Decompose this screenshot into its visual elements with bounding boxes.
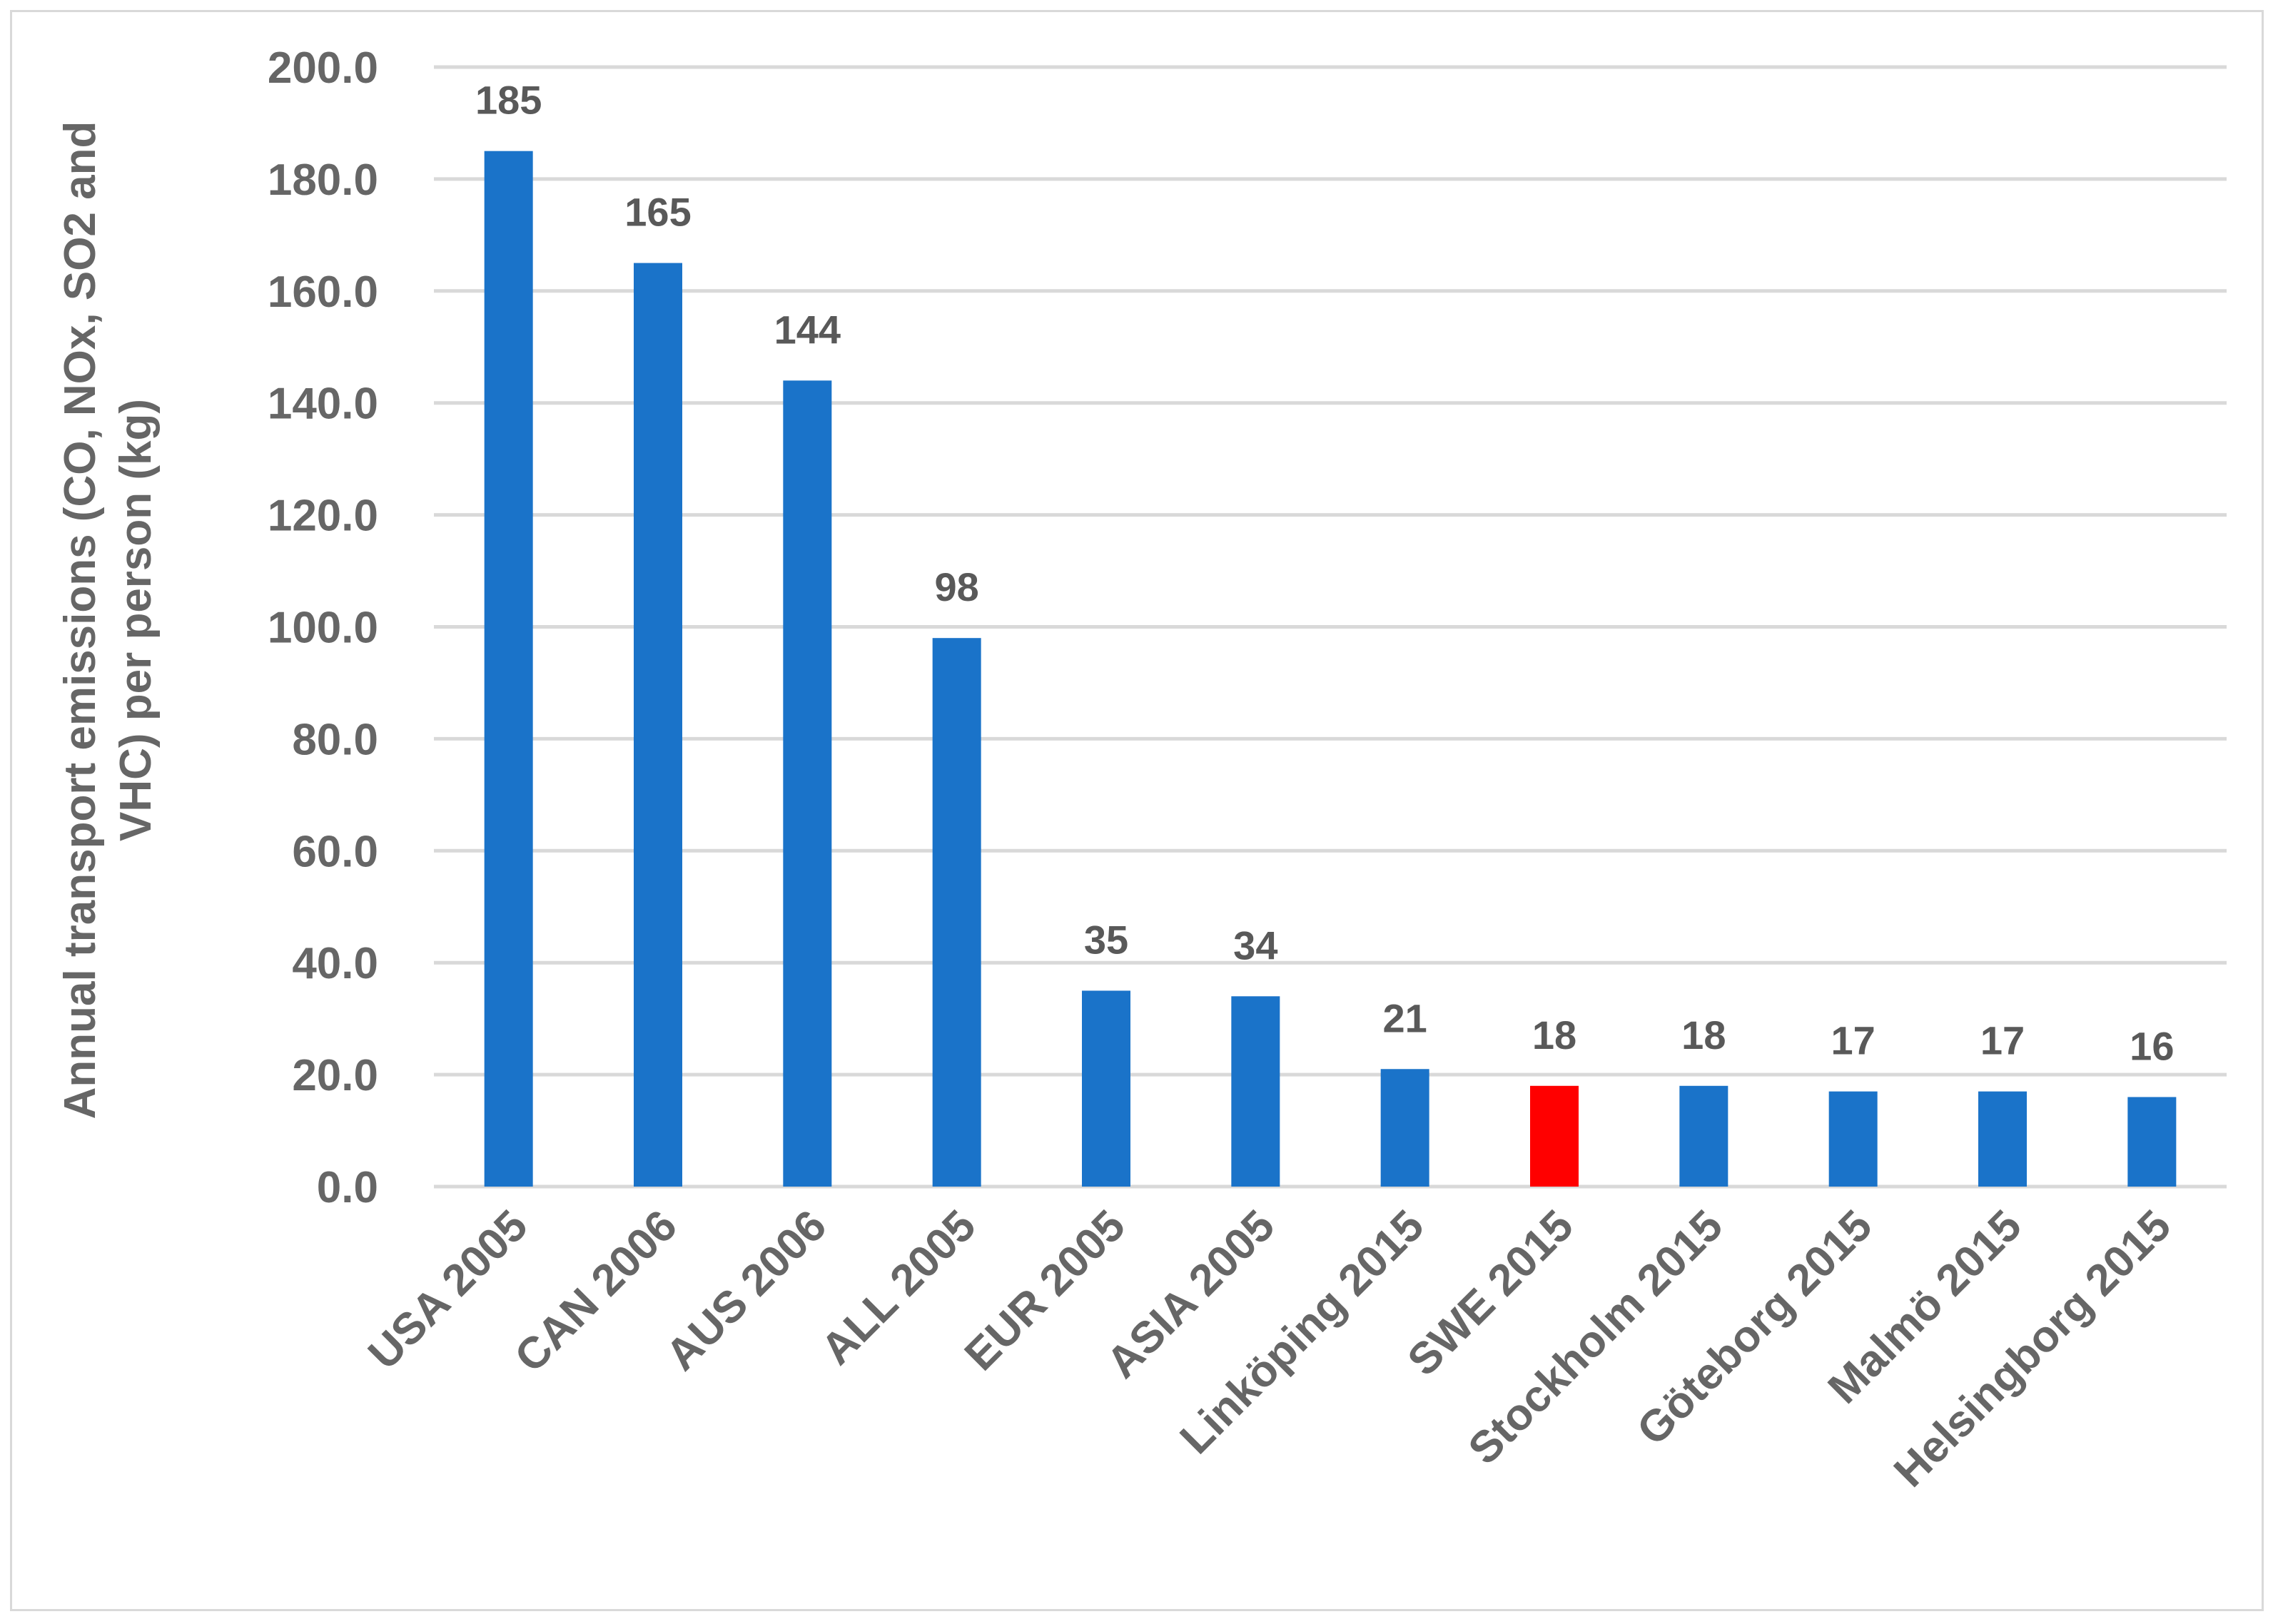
bar: [1231, 996, 1280, 1187]
y-tick-label: 40.0: [292, 939, 378, 988]
bar: [1380, 1069, 1429, 1187]
y-tick-label: 0.0: [317, 1163, 378, 1212]
data-label: 18: [1532, 1013, 1576, 1057]
y-tick-label: 80.0: [292, 715, 378, 764]
x-tick-label: Helsingborg 2015: [1885, 1201, 2180, 1496]
x-tick-label: CAN 2006: [505, 1201, 686, 1381]
data-label: 185: [475, 78, 542, 123]
y-tick-label: 140.0: [268, 380, 378, 429]
bar: [634, 263, 682, 1187]
y-tick-label: 120.0: [268, 492, 378, 541]
data-label: 17: [1831, 1018, 1875, 1063]
x-tick-label: Stockholm 2015: [1459, 1201, 1733, 1474]
bar: [1679, 1085, 1728, 1187]
y-axis-ticks: 0.0 20.0 40.0 60.0 80.0 100.0 120.0 140.0 160.0 1…: [268, 44, 378, 1212]
data-label: 21: [1383, 995, 1427, 1040]
bar: [1082, 990, 1130, 1187]
data-label: 17: [1980, 1018, 2025, 1063]
bar: [2127, 1097, 2177, 1187]
y-tick-label: 100.0: [268, 604, 378, 653]
data-label: 16: [2130, 1023, 2174, 1068]
chart-frame: [10, 10, 2264, 1611]
data-labels: 185 165 144 98 35 34 21 18 18 17 17 16: [475, 78, 2175, 1069]
y-tick-label: 20.0: [292, 1051, 378, 1100]
bar: [932, 638, 981, 1187]
y-tick-label: 60.0: [292, 827, 378, 876]
y-tick-label: 200.0: [268, 44, 378, 93]
y-tick-label: 160.0: [268, 268, 378, 317]
bars: [484, 151, 2177, 1187]
bar: [1978, 1091, 2027, 1187]
bar: [484, 151, 533, 1187]
data-label: 35: [1084, 917, 1128, 962]
data-label: 144: [774, 307, 841, 352]
y-axis-label-line-1: Annual transport emissions (CO, NOx, SO2…: [56, 121, 105, 1120]
x-tick-label: AUS 2006: [657, 1201, 836, 1380]
y-tick-label: 180.0: [268, 156, 378, 205]
bar: [783, 380, 832, 1187]
bar: [1530, 1085, 1579, 1187]
y-axis-label: Annual transport emissions (CO, NOx, SO2…: [56, 121, 161, 1120]
data-label: 98: [935, 564, 979, 609]
data-label: 165: [624, 190, 691, 235]
data-label: 34: [1233, 923, 1277, 968]
data-label: 18: [1681, 1013, 1726, 1057]
gridlines: [434, 65, 2227, 1189]
y-axis-label-line-2: VHC) per person (kg): [111, 399, 161, 841]
bar: [1828, 1091, 1878, 1187]
